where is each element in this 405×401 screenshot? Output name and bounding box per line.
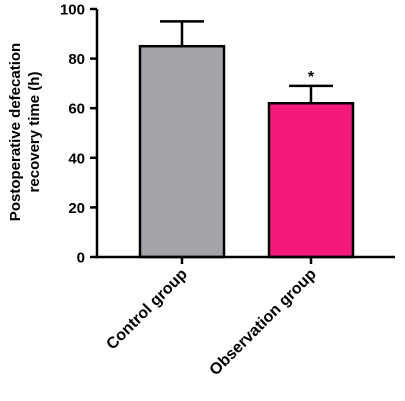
y-tick-label: 100: [60, 2, 85, 19]
y-tick-label: 40: [68, 150, 85, 167]
y-tick-label: 80: [68, 51, 85, 68]
y-axis-title-line-1: Postoperative defecation: [7, 43, 24, 221]
axes: [95, 9, 395, 264]
y-axis-title: Postoperative defecation recovery time (…: [7, 43, 43, 221]
significance-marker: *: [308, 69, 315, 86]
y-axis-title-line-2: recovery time (h): [26, 72, 43, 193]
x-axis-labels: Control group Observation group: [103, 266, 320, 379]
bar: [138, 44, 226, 259]
y-tick-label: 0: [77, 250, 85, 267]
annotations: *: [308, 69, 315, 86]
bar: [267, 101, 355, 259]
x-category-label: Observation group: [207, 266, 320, 379]
y-tick-label: 60: [68, 101, 85, 118]
y-tick-label: 20: [68, 200, 85, 217]
x-category-label: Control group: [103, 266, 191, 354]
y-axis-ticks: 0 20 40 60 80 100: [60, 2, 97, 267]
error-bars: [160, 20, 333, 104]
bars: [138, 44, 355, 259]
